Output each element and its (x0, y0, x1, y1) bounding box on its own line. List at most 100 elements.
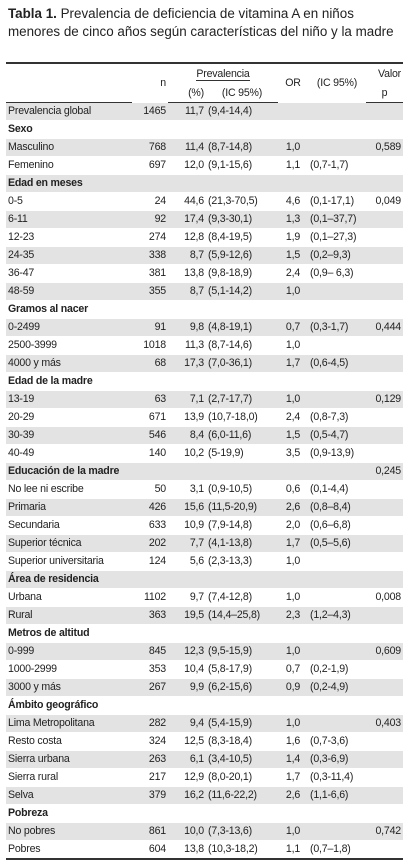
or-ci: (0,7-3,6) (308, 732, 366, 751)
or-ci (308, 552, 366, 571)
table-body: Prevalencia global 1465 11,7 (9,4-14,4) Sexo… (6, 102, 403, 860)
or-ci: (1,2–4,3) (308, 606, 366, 625)
data-row: 3000 y más 267 9,9 (6,2-15,6) 0,9 (0,2-4,9) (6, 678, 403, 697)
header-pct: (%) (168, 84, 206, 103)
ci: (5,8-17,9) (206, 660, 278, 679)
or-ci: (0,1–37,7) (308, 210, 366, 229)
or: 1,5 (278, 426, 308, 445)
or: 2,4 (278, 408, 308, 427)
section-label: Edad de la madre (6, 372, 366, 391)
ci: (5,1-14,2) (206, 282, 278, 301)
or: 1,7 (278, 534, 308, 553)
ci: (14,4–25,8) (206, 606, 278, 625)
pct: 7,1 (168, 390, 206, 409)
n: 697 (132, 156, 168, 175)
section-row: Pobreza (6, 804, 403, 823)
data-row: No lee ni escribe 50 3,1 (0,9-10,5) 0,6 (0,1-… (6, 480, 403, 499)
row-label: 0-5 (6, 192, 132, 211)
or: 0,7 (278, 318, 308, 337)
n: 363 (132, 606, 168, 625)
or: 3,5 (278, 444, 308, 463)
ci: (8,3-18,4) (206, 732, 278, 751)
row-label: Selva (6, 786, 132, 805)
or: 2,4 (278, 264, 308, 283)
row-label: Primaria (6, 498, 132, 517)
or-ci: (1,1-6,6) (308, 786, 366, 805)
pct: 8,4 (168, 426, 206, 445)
section-row: Edad en meses (6, 174, 403, 193)
or: 0,7 (278, 660, 308, 679)
or-ci (308, 336, 366, 355)
ci: (6,2-15,6) (206, 678, 278, 697)
row-label: 0-2499 (6, 318, 132, 337)
data-row: 40-49 140 10,2 (5-19,9) 3,5 (0,9-13,9) (6, 444, 403, 463)
or: 1,0 (278, 642, 308, 661)
n: 124 (132, 552, 168, 571)
section-row: Educación de la madre 0,245 (6, 462, 403, 481)
data-row: 0-5 24 44,6 (21,3-70,5) 4,6 (0,1-17,1) 0,049 (6, 192, 403, 211)
p-value (366, 408, 403, 427)
or: 1,9 (278, 228, 308, 247)
data-row: 6-11 92 17,4 (9,3-30,1) 1,3 (0,1–37,7) (6, 210, 403, 229)
ci: (6,0-11,6) (206, 426, 278, 445)
row-label: No lee ni escribe (6, 480, 132, 499)
ci: (9,1-15,6) (206, 156, 278, 175)
or: 0,6 (278, 480, 308, 499)
p-value (366, 480, 403, 499)
or-ci: (0,7-1,7) (308, 156, 366, 175)
or: 1,1 (278, 840, 308, 860)
p-value (366, 768, 403, 787)
row-label: 6-11 (6, 210, 132, 229)
or: 1,1 (278, 156, 308, 175)
pct: 10,9 (168, 516, 206, 535)
table-header: n Prevalencia OR (IC 95%) Valor (%) (IC … (6, 62, 403, 103)
row-label: 12-23 (6, 228, 132, 247)
row-label: 0-999 (6, 642, 132, 661)
n: 381 (132, 264, 168, 283)
ci: (0,9-10,5) (206, 480, 278, 499)
or-ci: (0,3-1,7) (308, 318, 366, 337)
data-row: 12-23 274 12,8 (8,4-19,5) 1,9 (0,1–27,3) (6, 228, 403, 247)
or-ci: (0,8–8,4) (308, 498, 366, 517)
ci: (9,4-14,4) (206, 102, 278, 121)
data-row: 48-59 355 8,7 (5,1-14,2) 1,0 (6, 282, 403, 301)
row-label: 2500-3999 (6, 336, 132, 355)
ci: (7,0-36,1) (206, 354, 278, 373)
p-value (366, 660, 403, 679)
or-ci (308, 138, 366, 157)
ci: (7,4-12,8) (206, 588, 278, 607)
pct: 44,6 (168, 192, 206, 211)
data-row: 4000 y más 68 17,3 (7,0-36,1) 1,7 (0,6-4,5) (6, 354, 403, 373)
or: 1,6 (278, 732, 308, 751)
data-row: Pobres 604 13,8 (10,3-18,2) 1,1 (0,7–1,8) (6, 840, 403, 860)
p-value (366, 750, 403, 769)
pct: 9,7 (168, 588, 206, 607)
or-ci: (0,2-4,9) (308, 678, 366, 697)
data-row: Rural 363 19,5 (14,4–25,8) 2,3 (1,2–4,3) (6, 606, 403, 625)
row-label: Masculino (6, 138, 132, 157)
ci: (2,7-17,7) (206, 390, 278, 409)
pct: 13,8 (168, 840, 206, 860)
or: 2,6 (278, 498, 308, 517)
or-ci (308, 390, 366, 409)
section-label: Ámbito geográfico (6, 696, 366, 715)
data-row: Sierra urbana 263 6,1 (3,4-10,5) 1,4 (0,3-6,9… (6, 750, 403, 769)
n: 353 (132, 660, 168, 679)
row-label: Rural (6, 606, 132, 625)
pct: 7,7 (168, 534, 206, 553)
section-row: Área de residencia (6, 570, 403, 589)
ci: (8,7-14,6) (206, 336, 278, 355)
row-label: 36-47 (6, 264, 132, 283)
header-p2: p (366, 84, 403, 103)
or-ci: (0,3-11,4) (308, 768, 366, 787)
row-label: Sierra urbana (6, 750, 132, 769)
title-text: Prevalencia de deficiencia de vitamina A… (8, 6, 394, 39)
p-value (366, 732, 403, 751)
n: 267 (132, 678, 168, 697)
pct: 15,6 (168, 498, 206, 517)
p-value (366, 786, 403, 805)
p-value (366, 120, 403, 139)
or-ci: (0,6–6,8) (308, 516, 366, 535)
data-row: 2500-3999 1018 11,3 (8,7-14,6) 1,0 (6, 336, 403, 355)
or-ci (308, 588, 366, 607)
